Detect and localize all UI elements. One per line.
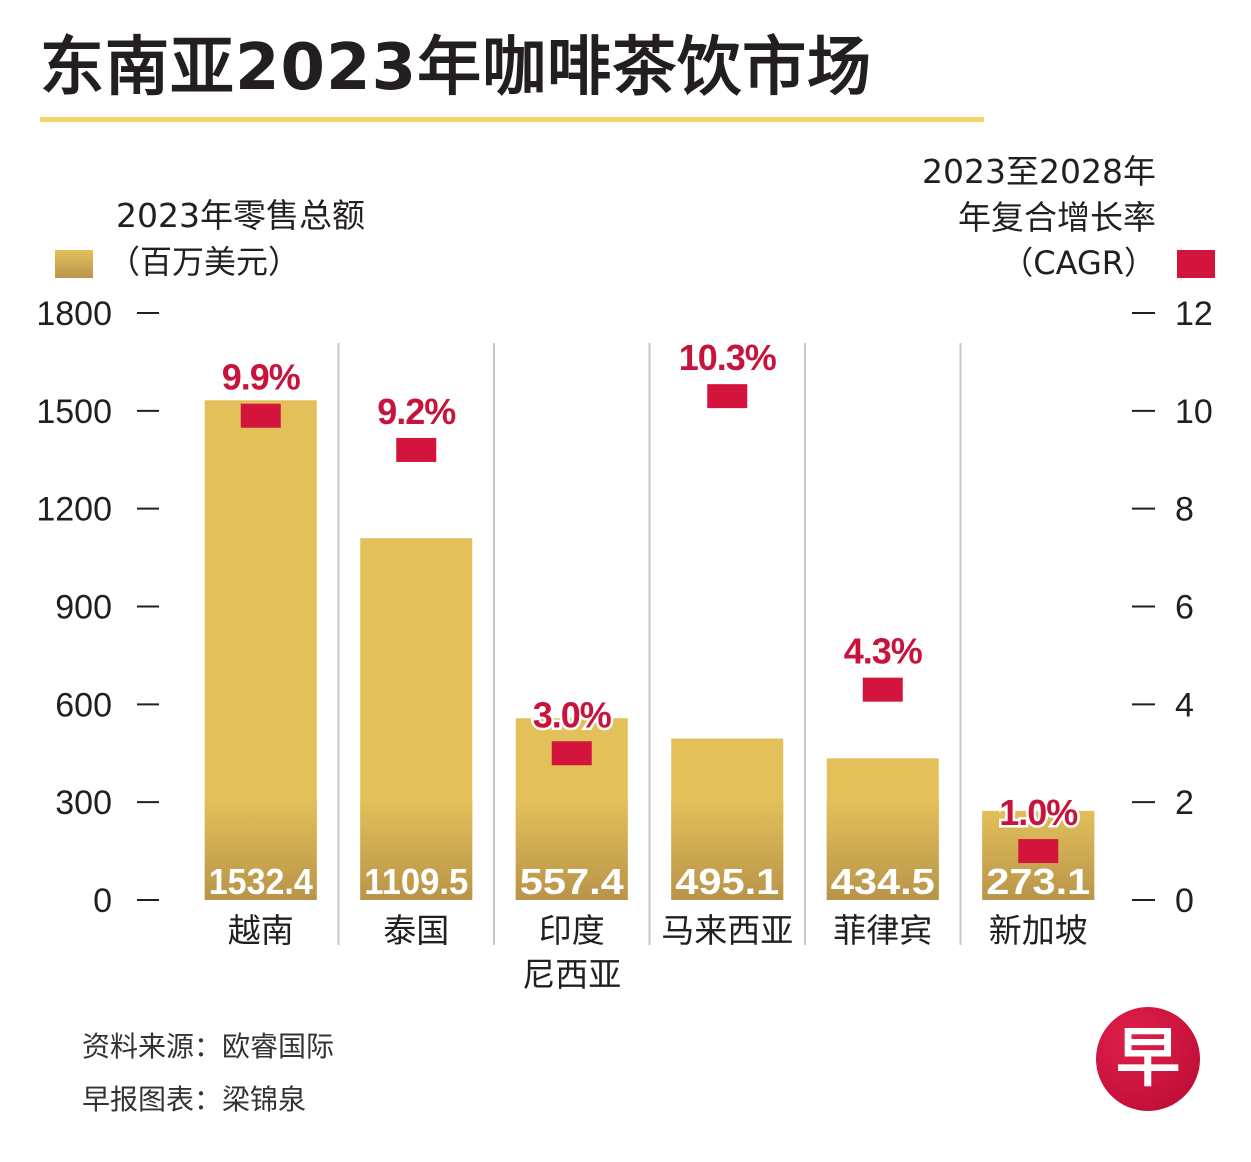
cagr-label: 10.3%	[679, 337, 777, 378]
bar-group: 4.3% 434.5	[826, 628, 939, 902]
left-axis-tick-label: 1800	[36, 295, 112, 333]
right-axis-tick-label: 2	[1175, 784, 1194, 822]
left-axis-tick-label: 0	[93, 882, 112, 920]
category-label: 尼西亚	[522, 955, 621, 994]
category-label: 新加坡	[989, 911, 1088, 950]
bar-shade	[826, 800, 939, 900]
bar-shade	[360, 800, 473, 900]
cagr-marker	[396, 437, 437, 462]
zaobao-logo-icon: 早	[1096, 1007, 1200, 1111]
chart-title: 东南亚2023年咖啡茶饮市场	[40, 31, 873, 105]
left-axis-tick-label: 600	[55, 686, 112, 724]
cagr-label: 9.9%	[222, 357, 301, 398]
bar-shade	[671, 800, 784, 900]
credit-note: 早报图表：梁锦泉	[82, 1083, 307, 1116]
legend-cagr-line3: （CAGR）	[1001, 244, 1156, 282]
bar-value-label: 1109.5	[364, 861, 468, 902]
right-axis-tick-label: 8	[1175, 491, 1194, 529]
bar-value-label: 495.1	[675, 861, 779, 902]
cagr-marker	[707, 384, 748, 409]
left-axis-tick-label: 900	[55, 589, 112, 627]
source-note: 资料来源：欧睿国际	[82, 1030, 335, 1063]
cagr-marker	[862, 677, 903, 702]
category-label: 马来西亚	[661, 911, 793, 950]
right-axis-tick-label: 0	[1175, 882, 1194, 920]
legend-sales-swatch	[55, 250, 93, 278]
cagr-label: 3.0%	[533, 694, 612, 735]
bar-group: 9.9% 1532.4	[204, 354, 317, 902]
category-label: 菲律宾	[833, 911, 932, 950]
left-axis-tick-label: 1200	[36, 491, 112, 529]
title-underline	[40, 117, 984, 122]
legend-cagr-line1: 2023至2028年	[922, 152, 1156, 191]
cagr-label: 1.0%	[999, 792, 1078, 833]
category-label: 泰国	[383, 911, 449, 950]
bar-shade	[515, 800, 628, 900]
bar-group: 10.3% 495.1	[671, 335, 784, 902]
right-axis-tick-label: 10	[1175, 393, 1213, 431]
cagr-marker	[1018, 839, 1059, 864]
legend-sales-unit: （百万美元）	[108, 243, 301, 281]
legend-cagr-swatch	[1177, 250, 1215, 278]
bar-group: 9.2% 1109.5	[360, 388, 473, 902]
legend-sales-title: 2023年零售总额	[116, 196, 365, 235]
left-axis-tick-label: 1500	[36, 393, 112, 431]
bar-group: 3.0% 557.4	[515, 692, 628, 902]
category-label: 越南	[228, 911, 294, 950]
cagr-label: 9.2%	[377, 391, 456, 432]
right-axis-tick-label: 12	[1175, 295, 1213, 333]
bar-value-label: 1532.4	[209, 861, 313, 902]
bar-shade	[204, 800, 317, 900]
bar-group: 1.0% 273.1	[982, 790, 1095, 902]
left-axis-tick-label: 300	[55, 784, 112, 822]
cagr-marker	[551, 741, 592, 766]
category-label: 印度	[539, 911, 605, 950]
right-axis-tick-label: 6	[1175, 589, 1194, 627]
legend-cagr-line2: 年复合增长率	[958, 198, 1156, 237]
cagr-label: 4.3%	[844, 631, 923, 672]
bar-value-label: 434.5	[831, 861, 935, 902]
cagr-marker	[240, 403, 281, 428]
right-axis-tick-label: 4	[1175, 686, 1194, 724]
bar-value-label: 273.1	[986, 861, 1090, 902]
bar-value-label: 557.4	[520, 861, 624, 902]
